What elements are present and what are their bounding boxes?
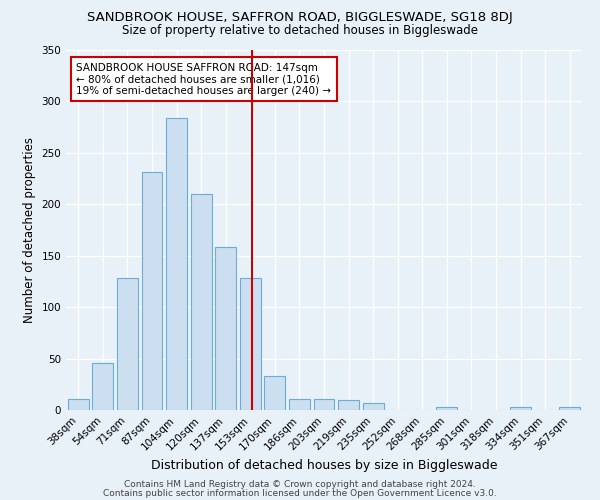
X-axis label: Distribution of detached houses by size in Biggleswade: Distribution of detached houses by size … xyxy=(151,458,497,471)
Bar xyxy=(240,278,261,410)
Bar xyxy=(436,407,457,410)
Bar xyxy=(559,407,580,410)
Bar xyxy=(191,194,212,410)
Bar xyxy=(117,278,138,410)
Text: Size of property relative to detached houses in Biggleswade: Size of property relative to detached ho… xyxy=(122,24,478,37)
Bar xyxy=(68,398,89,410)
Bar xyxy=(338,400,359,410)
Y-axis label: Number of detached properties: Number of detached properties xyxy=(23,137,36,323)
Bar xyxy=(92,362,113,410)
Text: Contains public sector information licensed under the Open Government Licence v3: Contains public sector information licen… xyxy=(103,489,497,498)
Bar xyxy=(215,248,236,410)
Text: Contains HM Land Registry data © Crown copyright and database right 2024.: Contains HM Land Registry data © Crown c… xyxy=(124,480,476,489)
Text: SANDBROOK HOUSE, SAFFRON ROAD, BIGGLESWADE, SG18 8DJ: SANDBROOK HOUSE, SAFFRON ROAD, BIGGLESWA… xyxy=(87,11,513,24)
Bar xyxy=(362,403,383,410)
Bar xyxy=(314,398,334,410)
Bar xyxy=(166,118,187,410)
Bar xyxy=(510,407,531,410)
Bar xyxy=(142,172,163,410)
Bar xyxy=(265,376,286,410)
Bar xyxy=(289,398,310,410)
Text: SANDBROOK HOUSE SAFFRON ROAD: 147sqm
← 80% of detached houses are smaller (1,016: SANDBROOK HOUSE SAFFRON ROAD: 147sqm ← 8… xyxy=(76,62,331,96)
